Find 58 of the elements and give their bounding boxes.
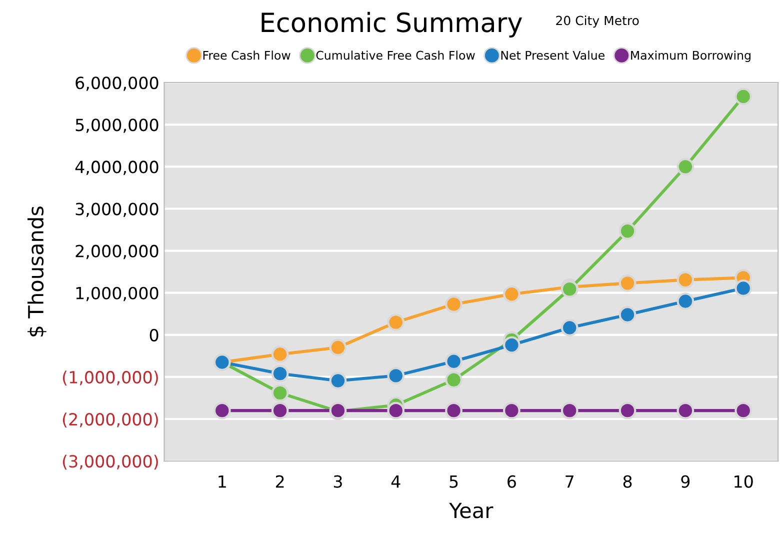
point [329,338,347,356]
point [213,402,231,420]
x-tick-label: 3 [334,475,342,488]
y-tick-label: 2,000,000 [76,244,158,260]
point [271,402,289,420]
chart-subtitle: 20 City Metro [556,16,639,28]
point [734,280,752,297]
legend-label: Free Cash Flow [203,50,290,60]
point [445,371,462,389]
x-tick-label: 8 [623,475,632,488]
x-tick-label: 10 [734,475,753,488]
point [676,158,694,176]
legend-label: Cumulative Free Cash Flow [316,50,475,60]
point [734,402,752,420]
point [503,285,520,303]
point [676,292,694,310]
x-tick-label: 1 [218,475,226,488]
x-tick-label: 4 [391,475,400,488]
legend-label: Maximum Borrowing [631,50,750,62]
point [387,367,405,384]
point [271,346,289,363]
y-tick-label: 6,000,000 [76,76,158,91]
x-tick-label: 9 [681,475,690,488]
chart-title: Economic Summary [262,12,522,38]
y-tick-label: 3,000,000 [76,202,158,218]
point [387,314,405,331]
point [618,274,636,292]
point [271,364,289,382]
point [445,402,462,420]
y-tick-label: 4,000,000 [75,160,158,175]
y-tick-label: 5,000,000 [76,118,158,133]
y-tick-label: (1,000,000) [62,370,158,386]
y-tick-label: (3,000,000) [62,454,158,470]
x-tick-label: 5 [450,475,458,488]
x-tick-label: 7 [566,475,574,488]
point [734,88,752,106]
point [445,296,462,313]
point [503,336,520,354]
point [329,372,347,390]
point [618,402,636,420]
point [271,384,289,402]
x-axis-title: Year [449,502,494,518]
point [445,352,462,370]
y-tick-label: (2,000,000) [62,412,158,428]
x-tick-label: 2 [276,475,284,488]
y-axis-title: $ Thousands [27,206,46,336]
point [618,222,636,240]
point [676,271,694,289]
point [560,319,578,336]
y-tick-label: 0 [150,328,158,342]
y-tick-label: 1,000,000 [76,286,158,302]
point [503,402,520,420]
point [387,402,405,420]
legend-label: Net Present Value [501,50,604,60]
x-tick-label: 6 [508,475,516,488]
point [560,402,578,420]
point [676,402,694,420]
point [618,306,636,324]
